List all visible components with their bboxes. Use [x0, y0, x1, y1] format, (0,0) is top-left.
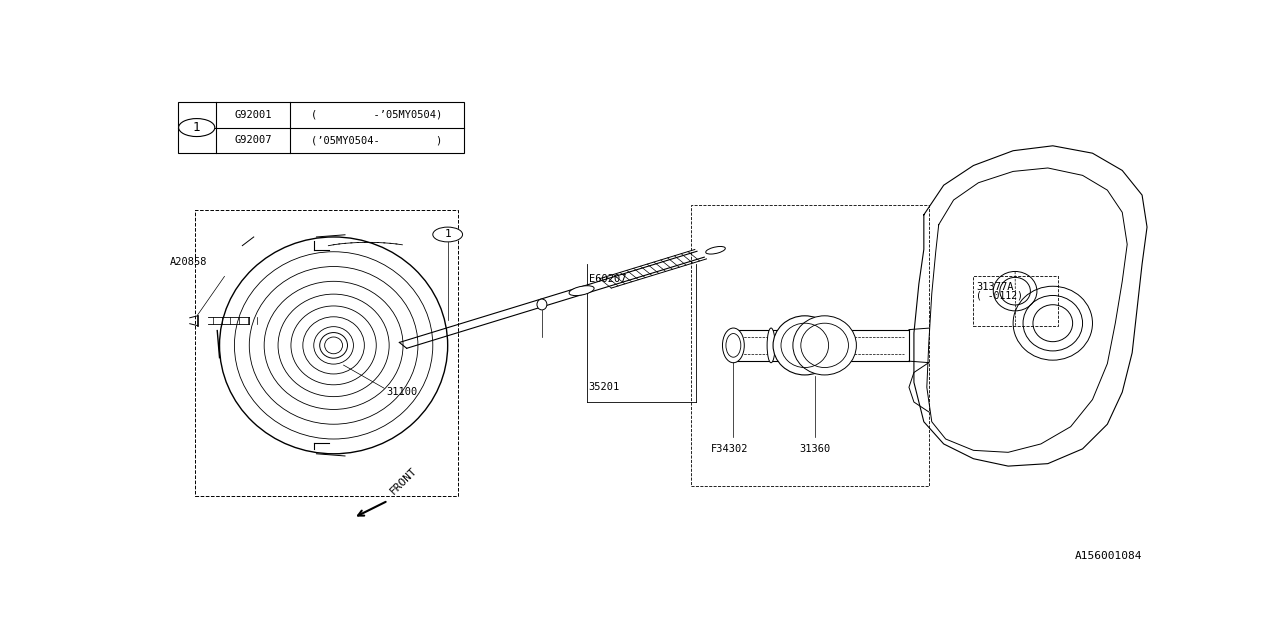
Text: G92007: G92007	[234, 136, 271, 145]
Bar	[195, 210, 458, 495]
Ellipse shape	[767, 328, 776, 363]
Ellipse shape	[570, 285, 594, 296]
Text: E60207: E60207	[589, 274, 626, 284]
Ellipse shape	[722, 328, 744, 363]
Text: 31360: 31360	[799, 444, 831, 454]
Ellipse shape	[705, 246, 726, 254]
Ellipse shape	[773, 316, 837, 375]
Text: F34302: F34302	[710, 444, 748, 454]
Bar	[691, 205, 929, 486]
Ellipse shape	[792, 316, 856, 375]
Text: (’05MY0504-         ): (’05MY0504- )	[311, 136, 443, 145]
Ellipse shape	[538, 299, 547, 310]
Ellipse shape	[320, 333, 347, 358]
Text: 31100: 31100	[387, 387, 417, 397]
Text: 1: 1	[444, 230, 451, 239]
Text: G92001: G92001	[234, 109, 271, 120]
Bar	[973, 276, 1057, 326]
Ellipse shape	[781, 328, 788, 363]
Circle shape	[179, 118, 215, 136]
Text: FRONT: FRONT	[388, 466, 419, 497]
Text: ( -0112): ( -0112)	[977, 290, 1024, 300]
Text: A156001084: A156001084	[1075, 551, 1142, 561]
Text: 1: 1	[193, 121, 201, 134]
Circle shape	[433, 227, 462, 242]
Text: 31377A: 31377A	[977, 282, 1014, 292]
Text: 35201: 35201	[589, 382, 620, 392]
Text: (         -’05MY0504): ( -’05MY0504)	[311, 109, 443, 120]
Bar	[178, 102, 463, 153]
Text: A20858: A20858	[170, 257, 207, 266]
